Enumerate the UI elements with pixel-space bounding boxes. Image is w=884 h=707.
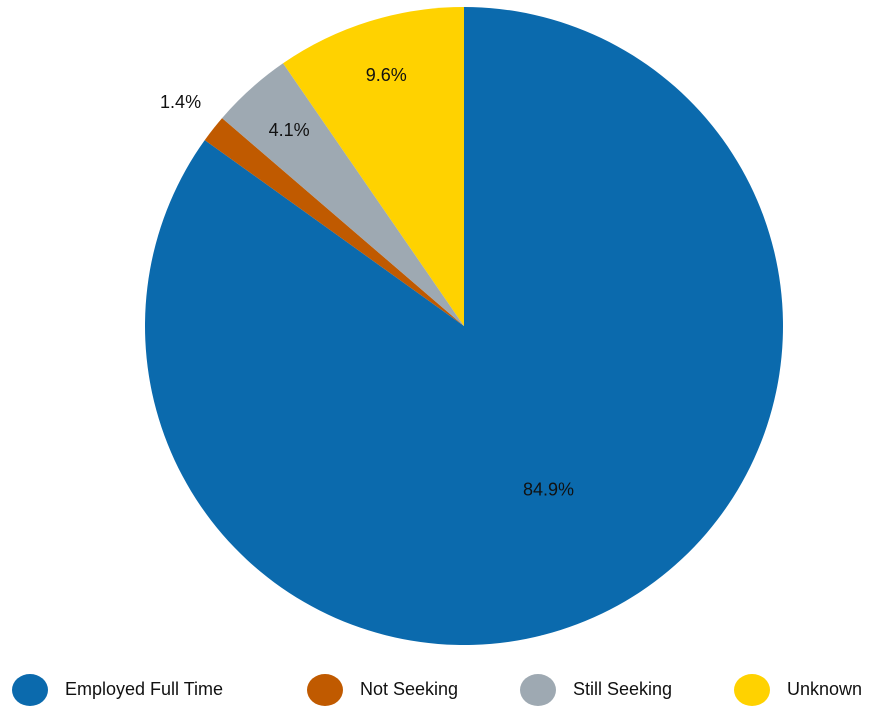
- legend-swatch: [520, 674, 556, 706]
- pie-slice: [145, 7, 784, 645]
- data-label: 1.4%: [160, 92, 201, 112]
- pie-slice: [283, 7, 464, 326]
- legend-swatch: [307, 674, 343, 706]
- pie-slice: [204, 118, 465, 327]
- data-label: 4.1%: [269, 120, 310, 140]
- data-label: 9.6%: [366, 65, 407, 85]
- pie-slice: [222, 63, 464, 327]
- legend-label: Employed Full Time: [65, 679, 223, 699]
- legend-label: Not Seeking: [360, 679, 458, 699]
- legend-swatch: [12, 674, 48, 706]
- legend-label: Unknown: [787, 679, 862, 699]
- data-label: 84.9%: [523, 479, 574, 499]
- legend-label: Still Seeking: [573, 679, 672, 699]
- legend-swatch: [734, 674, 770, 706]
